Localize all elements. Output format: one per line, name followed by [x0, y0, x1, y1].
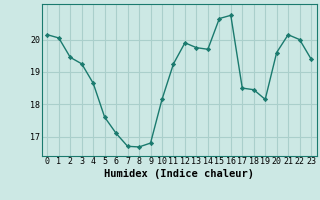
X-axis label: Humidex (Indice chaleur): Humidex (Indice chaleur) — [104, 169, 254, 179]
